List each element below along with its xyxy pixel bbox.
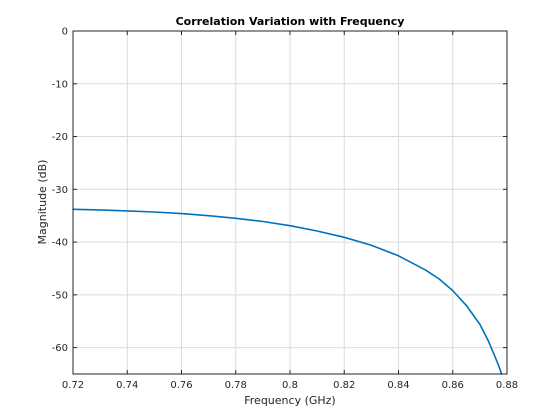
y-axis-label: Magnitude (dB) [36, 160, 49, 245]
x-axis-label: Frequency (GHz) [244, 394, 335, 407]
y-tick-label: -40 [52, 238, 68, 249]
x-tick-label: 0.82 [333, 380, 355, 391]
y-tick-labels: 0 -10 -20 -30 -40 -50 -60 [52, 27, 68, 355]
x-tick-label: 0.8 [282, 380, 298, 391]
x-tick-label: 0.78 [225, 380, 247, 391]
x-tick-label: 0.84 [387, 380, 409, 391]
y-tick-label: -20 [52, 132, 68, 143]
series-line [72, 208, 503, 375]
y-tick-label: 0 [62, 27, 68, 38]
x-tick-label: 0.76 [170, 380, 192, 391]
x-tick-label: 0.74 [116, 380, 138, 391]
y-tick-label: -50 [52, 290, 68, 301]
y-tick-label: -30 [52, 185, 68, 196]
series-layer [72, 208, 503, 375]
y-tick-label: -60 [52, 343, 68, 354]
axis-ticks [72, 30, 508, 374]
x-tick-labels: 0.72 0.74 0.76 0.78 0.8 0.82 0.84 0.86 0.88 [62, 380, 518, 391]
x-tick-label: 0.86 [442, 380, 464, 391]
x-tick-label: 0.72 [62, 380, 84, 391]
y-tick-label: -10 [52, 79, 68, 90]
x-tick-label: 0.88 [496, 380, 518, 391]
chart-title: Correlation Variation with Frequency [176, 15, 405, 28]
